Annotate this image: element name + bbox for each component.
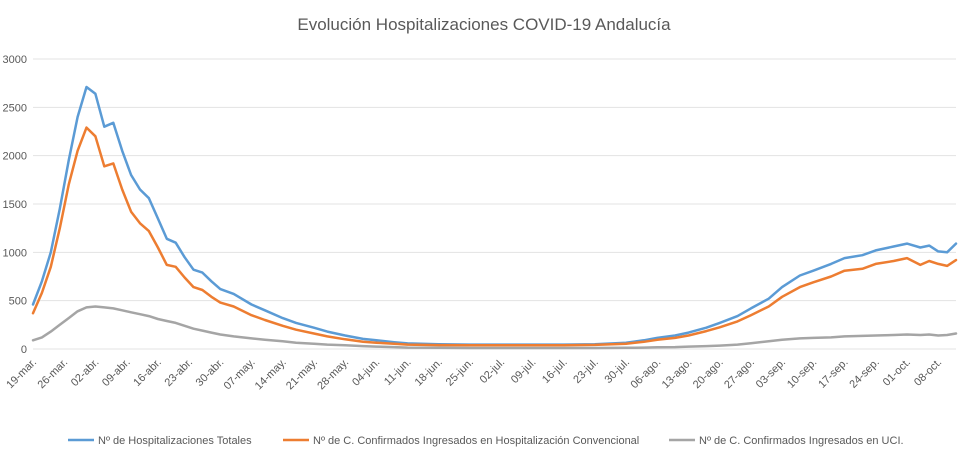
y-tick-label: 3000 [3, 54, 27, 66]
x-tick-label: 23-jul. [571, 356, 601, 386]
x-tick-label: 09-jul. [509, 356, 539, 386]
x-tick-label: 09-abr. [100, 356, 133, 389]
x-tick-label: 16-jul. [540, 356, 570, 386]
legend-label-3: Nº de C. Confirmados Ingresados en UCI. [699, 435, 904, 447]
x-tick-label: 10-sep. [785, 356, 819, 390]
y-axis-ticks: 0 500 1000 1500 2000 2500 3000 [3, 54, 27, 356]
x-tick-label: 06-ago. [629, 356, 664, 391]
chart-title: Evolución Hospitalizaciones COVID-19 And… [297, 15, 671, 34]
x-tick-label: 27-ago. [722, 356, 757, 391]
legend-label-2: Nº de C. Confirmados Ingresados en Hospi… [313, 435, 639, 447]
y-tick-label: 1000 [3, 247, 27, 259]
y-tick-label: 1500 [3, 199, 27, 211]
x-tick-label: 21-may. [284, 356, 320, 392]
y-tick-label: 2000 [3, 151, 27, 163]
x-tick-label: 01-oct. [881, 356, 913, 388]
y-tick-label: 0 [21, 344, 27, 356]
x-tick-label: 24-sep. [847, 356, 881, 390]
x-tick-label: 17-sep. [816, 356, 850, 390]
x-tick-label: 02-jul. [478, 356, 508, 386]
x-tick-label: 16-abr. [131, 356, 164, 389]
x-tick-label: 07-may. [222, 356, 258, 392]
x-tick-label: 11-jun. [382, 356, 414, 388]
x-tick-label: 30-jul. [602, 356, 632, 386]
x-tick-label: 13-ago. [660, 356, 695, 391]
legend-label-1: Nº de Hospitalizaciones Totales [98, 435, 252, 447]
series-line-1 [31, 85, 958, 346]
x-tick-label: 14-may. [253, 356, 289, 392]
x-tick-label: 26-mar. [35, 356, 70, 391]
x-tick-label: 25-jun. [444, 356, 476, 388]
series-line-2 [31, 126, 958, 347]
x-tick-label: 23-abr. [162, 356, 195, 389]
series-line-3 [31, 305, 958, 350]
y-tick-label: 500 [9, 296, 27, 308]
x-tick-label: 04-jun. [350, 356, 382, 388]
x-tick-label: 02-abr. [69, 356, 102, 389]
x-tick-label: 20-ago. [691, 356, 726, 391]
x-tick-label: 18-jun. [413, 356, 445, 388]
x-tick-label: 03-sep. [754, 356, 788, 390]
x-tick-label: 28-may. [315, 356, 351, 392]
y-tick-label: 2500 [3, 102, 27, 114]
x-axis-ticks: 19-mar.26-mar.02-abr.09-abr.16-abr.23-ab… [4, 356, 944, 392]
series-lines [31, 85, 958, 350]
x-tick-label: 08-oct. [912, 356, 944, 388]
gridlines [33, 58, 956, 350]
legend: Nº de Hospitalizaciones Totales Nº de C. … [68, 435, 904, 447]
x-tick-label: 19-mar. [4, 356, 39, 391]
